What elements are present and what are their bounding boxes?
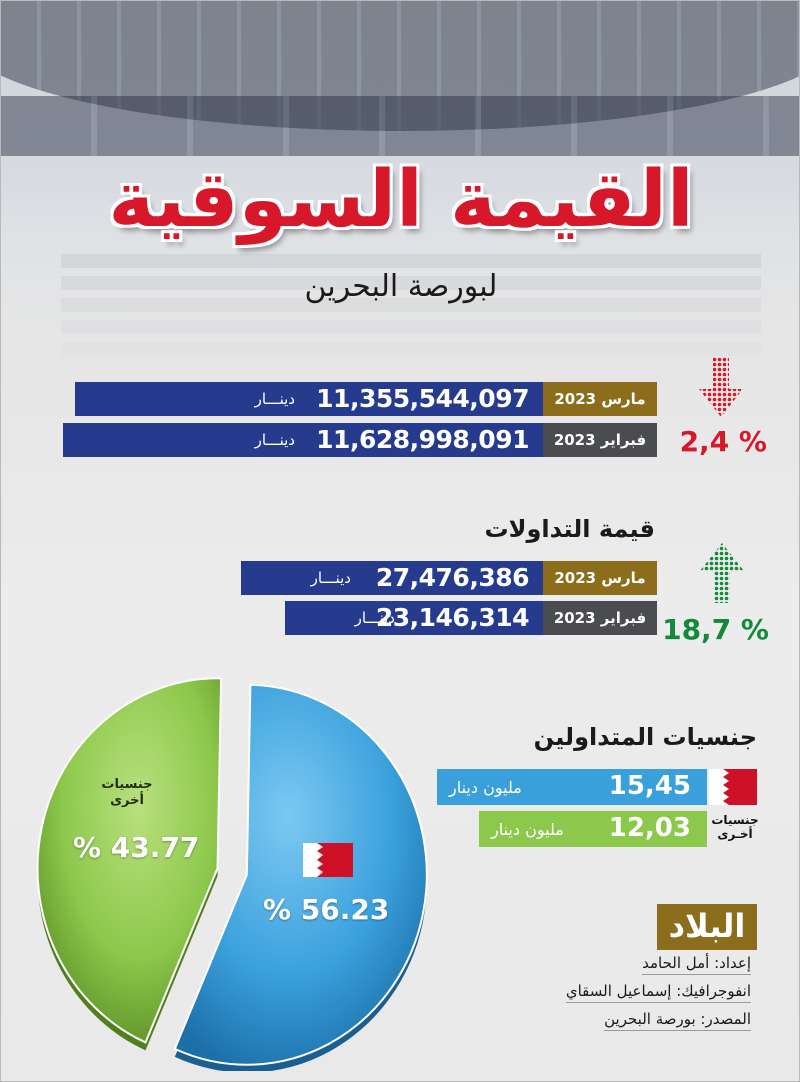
bahrain-flag-icon: [709, 769, 757, 805]
month-label: مارس 2023: [543, 382, 657, 416]
trading-value-change: % 18,7: [662, 613, 769, 646]
value-bar: 11,355,544,097 دينـــار: [75, 382, 543, 416]
value-bar: 11,628,998,091 دينـــار: [63, 423, 543, 457]
pie-slice-other: [36, 677, 223, 1044]
other-traders-bar: 12,03 مليون دينار: [479, 811, 707, 847]
other-nationalities-label: جنسيات أخـرى: [711, 813, 759, 841]
value-unit: دينـــار: [354, 609, 395, 627]
value-bar: 23,146,314 دينـــار: [285, 601, 543, 635]
subtitle: لبورصة البحرين: [304, 269, 498, 304]
value-bar: 27,476,386 دينـــار: [241, 561, 543, 595]
value-unit: دينـــار: [254, 431, 295, 449]
nationalities-heading: جنسيات المتداولين: [533, 723, 757, 751]
credit-infographic: انفوجرافيك: إسماعيل السقاي: [565, 982, 751, 1003]
market-value-row-march: 11,355,544,097 دينـــار مارس 2023: [75, 382, 657, 416]
albilad-logo: البلاد: [657, 904, 757, 950]
pie-label-bahrain: % 56.23: [263, 893, 390, 926]
month-label: فبراير 2023: [543, 601, 657, 635]
down-arrow-icon: [699, 357, 743, 417]
month-label: فبراير 2023: [543, 423, 657, 457]
value-number: 11,355,544,097: [316, 384, 529, 413]
bahraini-traders-unit: مليون دينار: [449, 778, 522, 797]
main-title: القيمة السوقية: [108, 155, 694, 245]
other-traders-value: 12,03: [608, 813, 691, 843]
background-fade: [1, 181, 799, 361]
value-number: 23,146,314: [375, 603, 530, 632]
stock-board-background: [1, 1, 799, 361]
pie-chart-svg: [36, 677, 428, 1073]
nationalities-pie-chart: % 56.23 جنسيات أخرى % 43.77: [1, 671, 441, 1073]
value-number: 27,476,386: [375, 563, 530, 592]
pie-label-other-nationalities: جنسيات أخرى: [101, 777, 153, 808]
other-traders-unit: مليون دينار: [491, 820, 564, 839]
credit-source: المصدر: بورصة البحرين: [604, 1010, 751, 1031]
up-arrow-icon: [700, 543, 744, 603]
value-unit: دينـــار: [254, 390, 295, 408]
bahraini-traders-bar: 15,45 مليون دينار: [437, 769, 707, 805]
ticker-strip-decoration: [1, 96, 799, 156]
trading-value-row-march: 27,476,386 دينـــار مارس 2023: [241, 561, 657, 595]
pie-slice-bahrain: [173, 683, 428, 1066]
bahrain-flag-icon: [303, 843, 353, 877]
month-label: مارس 2023: [543, 561, 657, 595]
pie-label-other: % 43.77: [73, 831, 200, 864]
market-value-row-february: 11,628,998,091 دينـــار فبراير 2023: [63, 423, 657, 457]
credit-prepared-by: إعداد: أمل الحامد: [642, 954, 751, 975]
bahraini-traders-value: 15,45: [608, 771, 691, 801]
trading-value-heading: قيمة التداولات: [484, 515, 655, 543]
trading-value-row-february: 23,146,314 دينـــار فبراير 2023: [285, 601, 657, 635]
market-value-change: % 2,4: [679, 425, 767, 458]
value-unit: دينـــار: [310, 569, 351, 587]
value-number: 11,628,998,091: [316, 425, 529, 454]
